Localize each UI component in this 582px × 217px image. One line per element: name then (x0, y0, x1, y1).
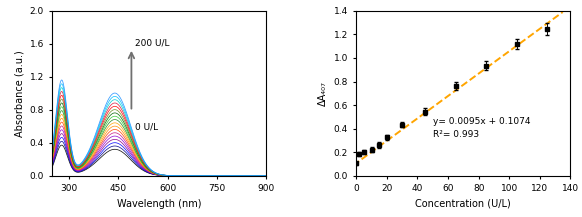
Y-axis label: ΔA₄₀₇: ΔA₄₀₇ (318, 81, 328, 106)
Y-axis label: Absorbance (a.u.): Absorbance (a.u.) (14, 50, 24, 137)
X-axis label: Wavelength (nm): Wavelength (nm) (117, 199, 201, 209)
Text: 200 U/L: 200 U/L (134, 38, 169, 47)
Text: 0 U/L: 0 U/L (134, 122, 158, 131)
Text: R²= 0.993: R²= 0.993 (433, 130, 479, 139)
X-axis label: Concentration (U/L): Concentration (U/L) (416, 199, 511, 209)
Text: y= 0.0095x + 0.1074: y= 0.0095x + 0.1074 (433, 117, 530, 126)
